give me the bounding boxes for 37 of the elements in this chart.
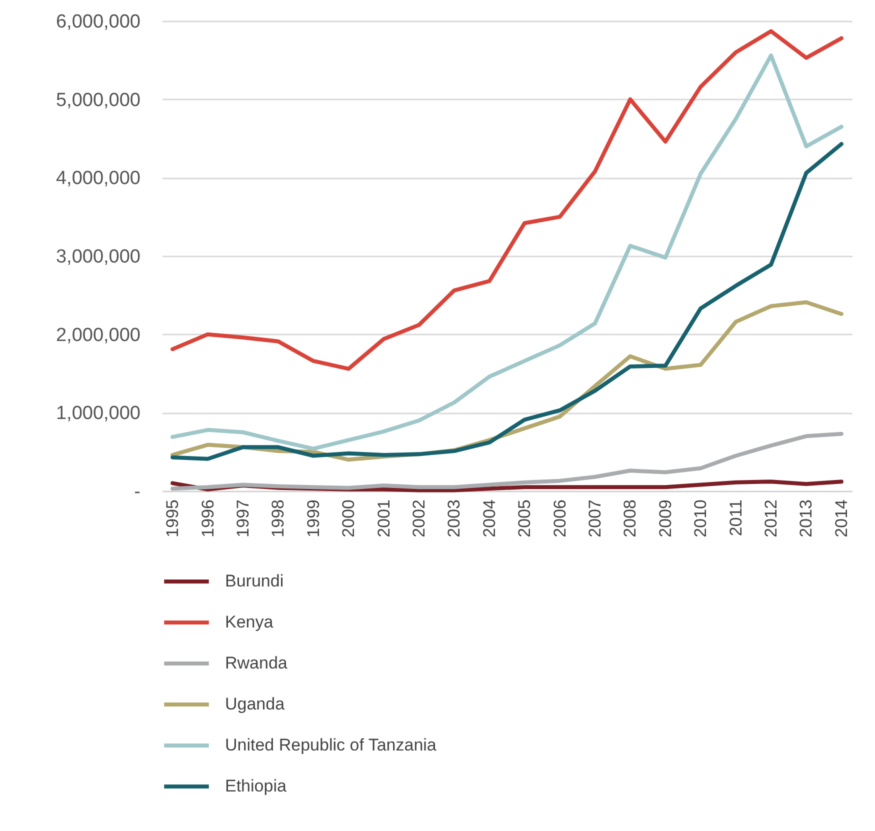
x-tick-label: 2006 [550,500,570,538]
legend-label: Rwanda [225,654,288,672]
line-series [170,29,844,371]
legend-label: Burundi [225,572,284,590]
x-tick-label: 2012 [762,500,781,538]
x-tick-label: 2004 [480,500,499,538]
line-series [170,432,844,491]
x-tick-label: 1995 [163,500,182,538]
line-series [170,53,844,451]
y-tick-label: 1,000,000 [56,403,140,424]
y-tick-label: 3,000,000 [56,246,140,268]
x-tick-label: 2000 [339,500,358,538]
x-tick-label: 1997 [233,500,252,538]
x-tick-label: 2011 [726,500,746,536]
x-tick-label: 1999 [304,500,323,538]
x-tick-label: 1998 [268,500,288,538]
y-tick-label: 4,000,000 [56,168,140,190]
x-tick-label: 2002 [409,500,428,538]
y-tick-label: 5,000,000 [56,90,140,111]
x-tick-label: 2014 [832,500,851,538]
x-tick-label: 2005 [515,500,534,538]
x-tick-label: 2001 [374,500,394,538]
legend-label: Ethiopia [225,776,287,796]
x-tick-label: 2010 [691,500,710,538]
legend-label: Uganda [225,694,286,714]
x-tick-label: 2013 [796,500,816,538]
line-series [170,142,844,461]
x-tick-label: 2009 [656,500,675,538]
y-tick-label: 6,000,000 [56,12,140,32]
x-tick-label: 1996 [198,500,218,538]
x-tick-label: 2007 [586,500,605,538]
legend-label: United Republic of Tanzania [225,736,437,754]
x-tick-label: 2003 [444,500,464,538]
legend-label: Kenya [225,612,274,632]
y-tick-label: 2,000,000 [56,324,140,346]
y-tick-label: - [134,482,140,502]
x-tick-label: 2008 [620,500,640,538]
